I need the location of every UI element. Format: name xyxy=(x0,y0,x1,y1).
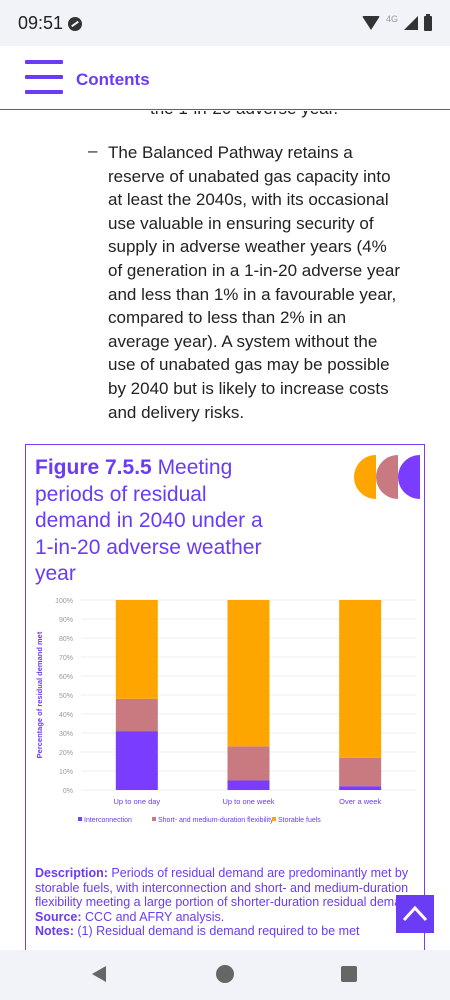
x-tick-label: Over a week xyxy=(339,797,381,806)
figure-title-line: year xyxy=(35,562,76,585)
source-label: Source: xyxy=(35,909,82,924)
bullet-line: use of unabated gas may be possible xyxy=(108,355,390,375)
bullet-dash: – xyxy=(88,141,98,160)
notes-label: Notes: xyxy=(35,924,74,938)
figure-panel: Figure 7.5.5 Meeting periods of residual… xyxy=(25,444,425,950)
back-icon[interactable] xyxy=(92,966,106,982)
logo-half-circle xyxy=(376,455,398,499)
bar-segment xyxy=(227,780,270,790)
logo-half-circle xyxy=(354,455,376,499)
y-tick-label: 60% xyxy=(59,674,73,681)
wifi-icon xyxy=(361,16,380,30)
y-tick-label: 20% xyxy=(59,750,73,757)
bar-segment xyxy=(115,698,158,732)
bar-segment xyxy=(115,600,158,699)
bullet-line: reserve of unabated gas capacity into xyxy=(108,166,391,186)
description-label: Description: xyxy=(35,866,108,880)
figure-number: Figure 7.5.5 xyxy=(35,456,152,479)
y-tick-label: 0% xyxy=(63,788,73,795)
bullet-line: by 2040 but is likely to increase costs xyxy=(108,378,389,398)
bullet-line: and less than 1% in a favourable year, xyxy=(108,284,397,304)
status-time: 09:51 xyxy=(18,13,64,33)
partial-text-line: the 1-in-20 adverse year. xyxy=(150,111,338,119)
home-icon[interactable] xyxy=(216,965,234,983)
figure-title-line: periods of residual xyxy=(35,482,207,506)
bullet-text: The Balanced Pathway retains a reserve o… xyxy=(108,141,438,424)
bullet-line: supply in adverse weather years (4% xyxy=(108,237,387,257)
ccc-logo-icon xyxy=(354,455,420,499)
y-tick-label: 100% xyxy=(55,598,73,605)
battery-icon xyxy=(424,13,432,31)
chevron-up-icon xyxy=(402,905,428,922)
app-header: Contents xyxy=(0,46,450,110)
signal-icon xyxy=(404,16,418,30)
bullet-line: at least the 2040s, with its occasional xyxy=(108,190,389,210)
legend-swatch xyxy=(78,817,82,821)
figure-title-line: Meeting xyxy=(157,456,233,479)
y-tick-label: 70% xyxy=(59,655,73,662)
bar-segment xyxy=(339,600,382,758)
figure-title-line: 1-in-20 adverse weather xyxy=(35,535,262,559)
bullet-line: and delivery risks. xyxy=(108,402,245,422)
bullet-line: average year). A system without the xyxy=(108,331,378,351)
figure-title: Figure 7.5.5 Meeting periods of residual… xyxy=(35,455,315,588)
description-text: Periods of residual demand are predomina… xyxy=(35,866,419,909)
y-tick-label: 90% xyxy=(59,617,73,624)
source-text: CCC and AFRY analysis. xyxy=(85,909,225,924)
bar-segment xyxy=(227,746,270,781)
bullet-line: of generation in a 1-in-20 adverse year xyxy=(108,260,401,280)
bullet-line: use valuable in ensuring security of xyxy=(108,213,374,233)
network-type: 4G xyxy=(385,14,398,24)
y-tick-label: 10% xyxy=(59,769,73,776)
legend-swatch xyxy=(272,817,276,821)
legend-label: Storable fuels xyxy=(278,817,321,824)
status-bar: 09:51 4G xyxy=(0,0,450,46)
x-tick-label: Up to one day xyxy=(113,797,160,806)
document-content: the 1-in-20 adverse year. – The Balanced… xyxy=(0,111,450,950)
logo-half-circle xyxy=(398,455,420,499)
y-tick-label: 40% xyxy=(59,712,73,719)
y-tick-label: 80% xyxy=(59,636,73,643)
bullet-line: The Balanced Pathway retains a xyxy=(108,143,353,162)
system-nav-bar xyxy=(0,950,450,1000)
do-not-disturb-icon xyxy=(68,17,82,31)
notes-text: (1) Residual demand is demand required t… xyxy=(77,924,360,938)
y-axis-label: Percentage of residual demand met xyxy=(35,631,44,758)
y-tick-label: 30% xyxy=(59,731,73,738)
x-tick-label: Up to one week xyxy=(222,797,274,806)
hamburger-menu-icon[interactable] xyxy=(25,60,63,94)
bar-segment xyxy=(339,786,382,790)
y-tick-label: 50% xyxy=(59,693,73,700)
legend-label: Short- and medium-duration flexibility xyxy=(158,817,274,824)
figure-description: Description: Periods of residual demand … xyxy=(35,866,420,939)
recent-apps-icon[interactable] xyxy=(341,966,357,982)
bar-segment xyxy=(115,731,158,790)
status-icons: 4G xyxy=(361,13,432,32)
legend-swatch xyxy=(152,817,156,821)
legend-label: Interconnection xyxy=(84,817,132,824)
contents-link[interactable]: Contents xyxy=(76,70,150,89)
bar-segment xyxy=(227,600,270,747)
figure-title-line: demand in 2040 under a xyxy=(35,509,263,532)
bullet-line: compared to less than 2% in an xyxy=(108,308,347,328)
stacked-bar-chart: 0% 10% 20% 30% 40% 50% 60% 70% 80% 90% 100% Percent… xyxy=(35,598,416,824)
scroll-to-top-button[interactable] xyxy=(396,895,434,933)
bar-segment xyxy=(339,757,382,787)
